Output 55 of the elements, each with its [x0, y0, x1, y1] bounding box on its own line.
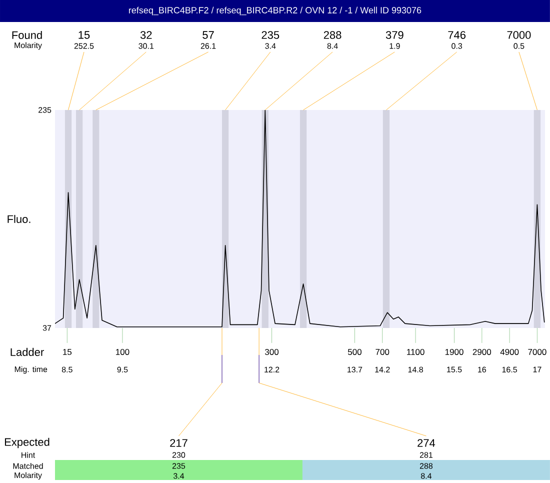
annotation: 252.5 [74, 43, 94, 49]
x-tick-label: 14.8 [408, 366, 423, 372]
band-label: 7000 [507, 31, 531, 39]
annotation: 1.9 [390, 43, 400, 49]
text: 300 [265, 348, 279, 355]
band-label: 57 [202, 31, 214, 39]
annotation: 26.1 [200, 43, 216, 49]
text: 2900 [472, 348, 492, 355]
band-label: 746 [448, 31, 466, 39]
text: 230 [172, 452, 186, 458]
text: 4900 [500, 348, 519, 355]
x-tick-label: 16 [478, 366, 486, 372]
text: Ladder [10, 348, 44, 356]
text: 500 [348, 348, 362, 355]
text: 15 [63, 349, 72, 355]
x-axis-title: Mig. time [14, 366, 48, 374]
annotation: 8.4 [327, 43, 338, 49]
band-label: 15 [78, 31, 90, 39]
text: 1900 [445, 348, 464, 355]
text: 281 [420, 452, 432, 458]
annotation: 0.3 [452, 43, 462, 49]
x-tick-label: 12.2 [264, 366, 280, 372]
x-tick-label: 16.5 [502, 366, 517, 372]
text: Molarity [14, 472, 42, 480]
y-axis-title: Fluo. [8, 214, 30, 224]
text: Matched [13, 463, 43, 469]
text: 8.4 [421, 473, 432, 479]
x-tick-label: 9.5 [117, 366, 128, 372]
annotation: 30.1 [138, 43, 154, 49]
text: Expected [4, 438, 50, 448]
chart-title: refseq_BIRC4BP.F2 / refseq_BIRC4BP.R2 / OVN 12 / -1 / Well ID 993076 [129, 6, 422, 16]
x-tick-label: 8.5 [62, 366, 72, 372]
x-tick-label: 14.2 [375, 366, 390, 372]
band-label: 235 [262, 31, 280, 39]
text: 1100 [407, 348, 424, 355]
band-label: 379 [386, 31, 404, 39]
band-label: 288 [324, 31, 342, 39]
annotation: 274 [418, 439, 436, 447]
x-tick-label: 15.5 [447, 366, 462, 372]
text: 700 [376, 348, 390, 355]
text: Molarity [14, 42, 42, 50]
text: Found [12, 30, 42, 40]
text: 288 [420, 463, 433, 469]
text: 100 [116, 348, 130, 355]
text: 235 [172, 463, 186, 469]
annotation: 217 [170, 439, 188, 447]
y-tick-label: 37 [42, 325, 52, 331]
annotation: 3.4 [265, 43, 276, 49]
annotation: 0.5 [514, 43, 524, 49]
text: 7000 [528, 348, 546, 355]
band-label: 32 [140, 31, 152, 39]
text: 3.4 [173, 473, 184, 479]
x-tick-label: 17 [533, 366, 542, 372]
text: Hint [22, 452, 36, 458]
x-tick-label: 13.7 [348, 366, 362, 372]
